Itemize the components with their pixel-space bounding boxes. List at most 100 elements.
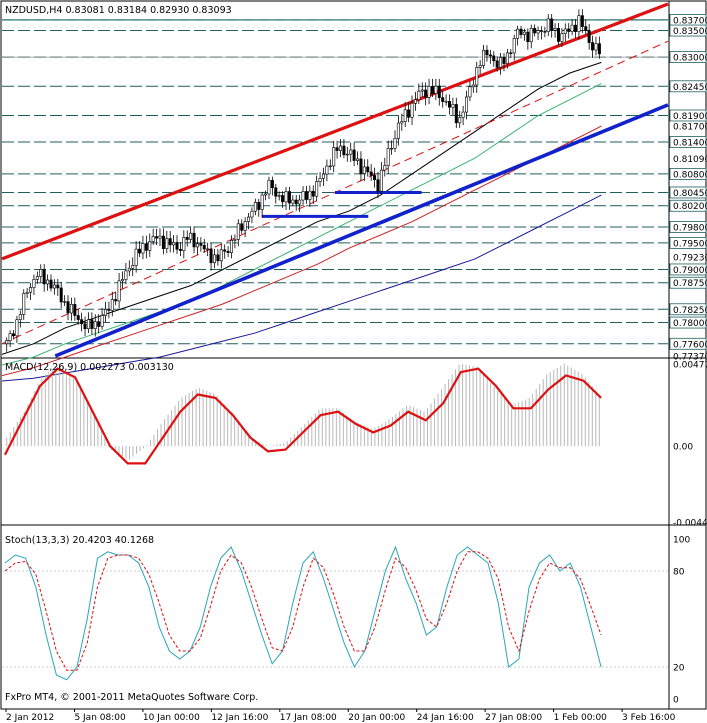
candle (308, 185, 312, 207)
stoch-signal-line (4, 551, 602, 671)
price-tick-label: 0.79800 (673, 223, 707, 233)
candle-body (563, 28, 567, 34)
price-tick-label: 0.81900 (673, 112, 707, 122)
candle (410, 95, 414, 125)
candle (233, 234, 237, 249)
candle-body (560, 33, 564, 42)
candle-body (332, 147, 336, 167)
candle-body (502, 57, 506, 64)
candle (49, 274, 53, 292)
candle (393, 130, 397, 153)
candle-body (413, 99, 417, 104)
candle-body (359, 158, 363, 174)
upper-trend-line (1, 2, 669, 261)
candle (270, 176, 274, 196)
candle-body (386, 148, 390, 166)
candle-body (567, 28, 571, 32)
candle (240, 219, 244, 234)
candle (318, 172, 322, 187)
candle-body (22, 293, 26, 315)
candle-body (335, 147, 339, 151)
candle (274, 183, 278, 204)
candle-body (97, 321, 101, 327)
candle-body (155, 236, 159, 239)
candle (454, 97, 458, 129)
candle (121, 271, 125, 289)
candle (80, 312, 84, 332)
candle (93, 314, 97, 337)
candle-body (240, 223, 244, 231)
price-label-box (669, 276, 707, 289)
moving-average-line (1, 61, 602, 355)
candle (577, 9, 581, 40)
candle-body (509, 52, 513, 54)
candle (379, 162, 383, 195)
candle-body (424, 89, 428, 98)
candle (73, 297, 77, 321)
candle-body (304, 191, 308, 200)
price-tick: 0.81700 (673, 123, 707, 133)
time-tick-label: 5 Jan 08:00 (74, 713, 126, 723)
candle (328, 159, 332, 170)
candle-body (311, 190, 315, 197)
candle (277, 191, 281, 201)
macd-signal-line (4, 367, 602, 465)
lower-trend-line (54, 103, 669, 358)
candle-body (393, 138, 397, 149)
candle (584, 20, 588, 35)
candle (553, 23, 557, 38)
price-tick: 0.79230 (673, 254, 707, 264)
stoch-tick-label: 0 (673, 696, 679, 706)
candle (199, 237, 203, 252)
price-tick: 0.80200 (669, 199, 707, 212)
candle-body (519, 28, 523, 35)
candle (403, 101, 407, 127)
candle (117, 272, 121, 309)
candle (420, 82, 424, 97)
candle (550, 13, 554, 38)
candle (8, 330, 12, 347)
candle (182, 230, 186, 259)
candle (546, 14, 550, 37)
candle (76, 308, 80, 325)
candle-body (287, 191, 291, 204)
candle-body (533, 28, 537, 34)
candle (570, 19, 574, 36)
candle (332, 140, 336, 173)
candle (66, 295, 70, 321)
time-tick-label: 1 Feb 00:00 (554, 713, 608, 723)
candle-body (274, 187, 278, 197)
candle-body (32, 279, 36, 288)
candle-body (226, 250, 230, 253)
candle (90, 312, 94, 335)
candle (563, 23, 567, 42)
candle (560, 28, 564, 47)
price-tick: 0.79000 (669, 263, 707, 276)
candle-body (134, 248, 138, 266)
candle-body (556, 28, 560, 42)
candle-body (8, 333, 12, 341)
price-tick: 0.79500 (669, 237, 707, 249)
candle-body (83, 323, 87, 330)
candle (192, 226, 196, 254)
candle-body (223, 249, 227, 252)
candle-body (76, 315, 80, 320)
candle-body (182, 237, 186, 251)
candle (311, 185, 315, 204)
candle-body (253, 202, 257, 212)
candle-body (103, 309, 107, 316)
candle (356, 151, 360, 166)
candle (158, 228, 162, 247)
candle (485, 45, 489, 62)
candle-body (444, 101, 448, 103)
candle-body (260, 194, 264, 210)
candle (103, 301, 107, 323)
candle-body (219, 249, 223, 262)
candle (25, 287, 29, 299)
candle (97, 314, 101, 334)
candle (444, 94, 448, 106)
candle (362, 159, 366, 182)
price-tick-label: 0.80200 (673, 202, 707, 212)
candle-body (373, 175, 377, 181)
candle-body (526, 31, 530, 43)
